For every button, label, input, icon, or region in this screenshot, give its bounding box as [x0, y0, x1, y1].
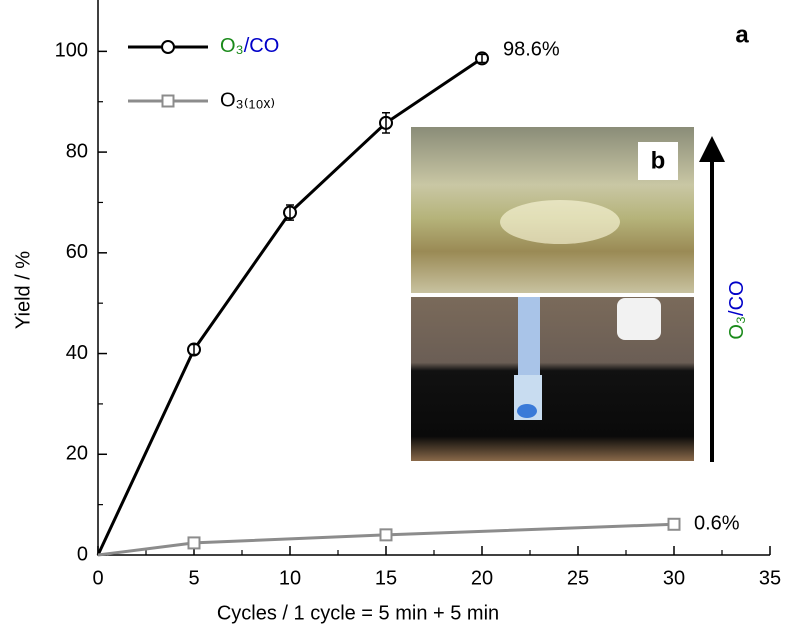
legend-marker: [161, 40, 175, 54]
y-axis-label: Yield / %: [12, 251, 34, 329]
series-line: [97, 522, 675, 557]
annotation: 0.6%: [694, 512, 740, 534]
legend-label-part: /CO: [244, 35, 280, 57]
error-bar: [286, 204, 294, 221]
legend-label: O₃/CO: [220, 35, 279, 57]
x-tick-label: 30: [663, 567, 685, 589]
y-tick-label: 60: [66, 241, 88, 263]
x-axis-label: Cycles / 1 cycle = 5 min + 5 min: [217, 602, 499, 624]
marker: [187, 536, 201, 550]
y-tick-label: 80: [66, 140, 88, 162]
error-bar: [382, 112, 390, 134]
marker: [667, 517, 681, 531]
arrow-head: [699, 136, 725, 162]
inset-photo: [411, 127, 694, 461]
panel-label: b: [651, 147, 666, 174]
y-tick-label: 20: [66, 443, 88, 465]
arrow-label-part: O₃: [726, 316, 748, 340]
x-tick-label: 10: [279, 567, 301, 589]
arrow-label-part: /CO: [726, 280, 748, 316]
x-tick-label: 5: [188, 567, 199, 589]
y-tick-label: 100: [55, 40, 88, 62]
y-tick-label: 40: [66, 342, 88, 364]
legend-marker: [161, 94, 175, 108]
x-tick-label: 35: [759, 567, 781, 589]
panel-label: a: [735, 21, 749, 48]
x-tick-label: 20: [471, 567, 493, 589]
legend-label: O₃₍₁₀ₓ₎: [220, 89, 275, 111]
legend-label-part: O₃: [220, 35, 244, 57]
annotation: 98.6%: [503, 38, 560, 60]
error-bar: [190, 343, 198, 356]
error-bar: [478, 53, 486, 64]
x-tick-label: 15: [375, 567, 397, 589]
marker: [379, 528, 393, 542]
x-tick-label: 0: [92, 567, 103, 589]
y-tick-label: 0: [77, 543, 88, 565]
arrow-label: O₃/CO: [726, 280, 748, 339]
x-tick-label: 25: [567, 567, 589, 589]
